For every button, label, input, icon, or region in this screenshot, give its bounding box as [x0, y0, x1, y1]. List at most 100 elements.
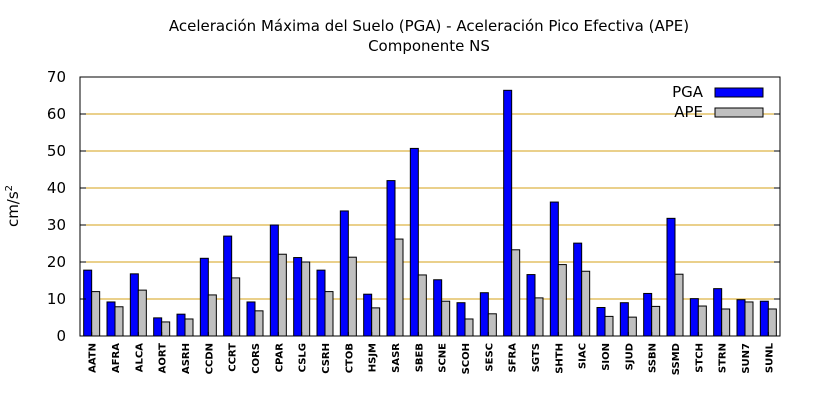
bar-pga [199, 257, 209, 337]
bar-ape [231, 277, 241, 337]
x-tick-label: AFRA [111, 343, 122, 373]
bar-ape [651, 305, 661, 337]
x-tick-label: ASRH [181, 343, 192, 374]
bar-ape [721, 308, 731, 337]
plot-frame [79, 76, 781, 337]
bar-ape [441, 300, 451, 337]
bar-ape [394, 238, 404, 337]
y-tick-label: 40 [47, 179, 66, 197]
legend: PGA APE [672, 83, 764, 121]
bar-pga [549, 201, 559, 337]
bars [83, 89, 777, 337]
legend-swatch-pga [714, 87, 764, 98]
x-tick-label: CSRH [321, 343, 332, 374]
y-tick-label: 70 [47, 68, 66, 86]
bar-pga [643, 292, 653, 337]
y-tick-label: 10 [47, 290, 66, 308]
x-tick-label: SUNL [764, 342, 775, 373]
bar-ape [744, 301, 754, 337]
x-tick-label: SGTS [531, 343, 542, 372]
bar-ape [557, 264, 567, 337]
bar-ape [487, 313, 497, 337]
bar-ape [347, 256, 357, 337]
bar-pga [433, 279, 443, 337]
bar-ape [511, 249, 521, 337]
x-tick-label: STCH [694, 343, 705, 373]
x-tick-label: SESC [484, 343, 495, 372]
bar-ape [137, 289, 147, 337]
bar-pga [596, 307, 606, 337]
bar-pga [269, 224, 279, 337]
bar-ape [674, 273, 684, 337]
bar-ape [417, 274, 427, 337]
bar-pga [736, 299, 746, 337]
x-tick-label: STRN [718, 343, 729, 373]
bar-pga [176, 313, 186, 337]
bar-pga [479, 292, 489, 337]
bar-pga [339, 210, 349, 337]
x-tick-label: CTOB [344, 343, 355, 373]
bar-ape [767, 308, 777, 337]
legend-swatch-ape [714, 107, 764, 118]
x-tick-label: CORS [251, 343, 262, 374]
chart-title: Aceleración Máxima del Suelo (PGA) - Ace… [169, 17, 689, 35]
x-tick-label: CSLG [298, 343, 309, 372]
bar-pga [713, 288, 723, 337]
bar-ape [207, 294, 217, 337]
bar-ape [324, 291, 334, 337]
bar-pga [409, 147, 419, 337]
x-tick-label: SCOH [461, 343, 472, 374]
x-tick-label: SBEB [414, 343, 425, 372]
x-tick-label: SCNE [438, 343, 449, 373]
x-tick-label: SASR [391, 343, 402, 373]
bar-ape [301, 261, 311, 337]
bar-pga [106, 301, 116, 337]
bar-pga [759, 300, 769, 337]
y-axis-label: cm/s2 [4, 185, 22, 227]
bar-pga [153, 317, 163, 337]
legend-label-ape: APE [674, 103, 703, 121]
bar-pga [573, 242, 583, 337]
bar-pga [526, 274, 536, 337]
axes: 0 10 20 30 40 50 60 70 AATN AFRA ALCA AORT ASRH CCDN C… [47, 68, 781, 375]
bar-pga [456, 302, 466, 337]
bar-ape [184, 318, 194, 337]
y-tick-label: 60 [47, 105, 66, 123]
x-tick-label: CCDN [204, 343, 215, 374]
y-tick-label: 50 [47, 142, 66, 160]
bar-ape [371, 307, 381, 337]
bar-ape [581, 270, 591, 337]
bar-pga [129, 273, 139, 337]
y-axis-label-exponent: 2 [4, 185, 15, 191]
bar-pga [666, 217, 676, 337]
x-tick-label: SHTH [554, 343, 565, 374]
bar-pga [503, 89, 513, 337]
bar-ape [464, 318, 474, 337]
bar-pga [363, 293, 373, 337]
bar-pga [386, 180, 396, 337]
bar-ape [697, 305, 707, 337]
legend-label-pga: PGA [672, 83, 704, 101]
bar-pga [83, 269, 93, 337]
x-tick-label: SUN7 [741, 343, 752, 374]
x-tick-label: SION [601, 343, 612, 371]
bar-pga [246, 301, 256, 337]
x-tick-label: ALCA [134, 343, 145, 372]
x-tick-label: CPAR [274, 343, 285, 372]
bar-ape [91, 291, 101, 337]
bar-ape [254, 310, 264, 337]
chart-subtitle: Componente NS [368, 37, 490, 55]
y-tick-label: 0 [56, 327, 66, 345]
x-tick-label: AORT [158, 343, 169, 373]
bar-ape [627, 316, 637, 337]
bar-pga [619, 302, 629, 337]
y-tick-label: 20 [47, 253, 66, 271]
bar-ape [277, 253, 287, 337]
x-tick-label: SSBN [648, 343, 659, 373]
x-tick-label: AATN [88, 343, 99, 373]
bar-pga [689, 298, 699, 337]
bar-ape [604, 315, 614, 337]
x-tick-label: SSMD [671, 343, 682, 375]
